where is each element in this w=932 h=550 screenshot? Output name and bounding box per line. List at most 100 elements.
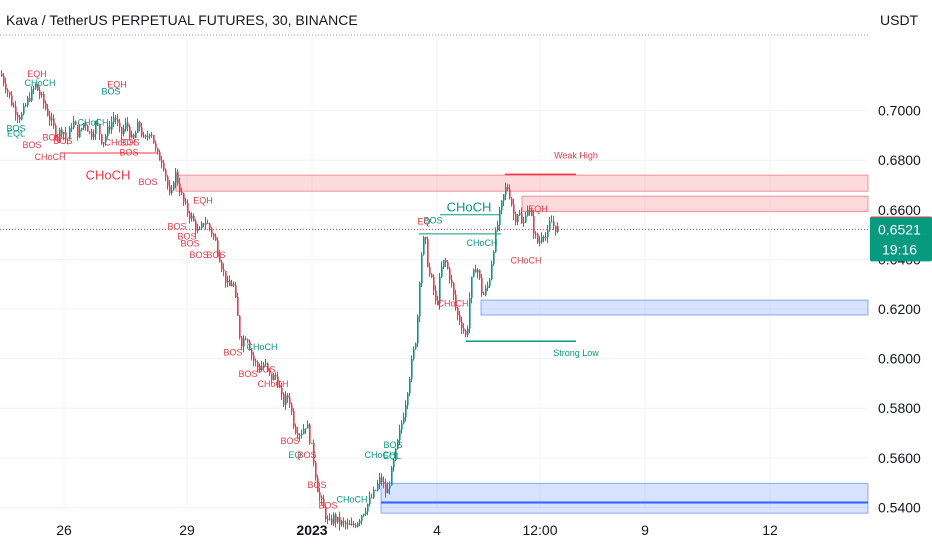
level-annotation: Strong Low (553, 348, 599, 358)
candle-body (253, 355, 255, 361)
candle-body (211, 228, 213, 235)
candle-body (415, 343, 417, 349)
candle-body (121, 127, 123, 134)
candle-body (451, 279, 453, 283)
candle-body (393, 459, 395, 468)
candle-body (499, 209, 501, 225)
candle-body (537, 233, 539, 243)
candle-body (341, 520, 343, 525)
candle-body (315, 462, 317, 478)
structure-labels: EQHCHoCHBOSEQLBOSBOSBOSCHoCHEQHBOSCHoCHC… (6, 69, 547, 511)
candle-body (491, 264, 493, 280)
candle-body (5, 83, 7, 91)
structure-label: BOS (307, 480, 326, 490)
candle-body (353, 523, 355, 526)
candle-body (327, 519, 329, 521)
price-tick-label: 0.6200 (878, 301, 921, 317)
candle-body (239, 315, 241, 338)
candle-body (185, 201, 187, 203)
candle-body (27, 98, 29, 106)
candle-body (337, 516, 339, 522)
candle-body (279, 385, 281, 388)
candle-body (473, 269, 475, 277)
candle-body (375, 490, 377, 492)
structure-label: BOS (177, 232, 196, 242)
structure-label: BOS (120, 137, 139, 147)
candle-body (237, 297, 239, 316)
candle-body (471, 276, 473, 299)
candle-body (531, 209, 533, 217)
candle-body (183, 193, 185, 202)
candle-body (477, 270, 479, 273)
price-tick-label: 0.5400 (878, 499, 921, 515)
candle-body (269, 368, 271, 374)
candle-body (99, 124, 101, 135)
structure-label: BOS (138, 177, 157, 187)
candle-body (11, 95, 13, 106)
candle-body (101, 134, 103, 144)
candle-body (323, 499, 325, 508)
candle-body (247, 339, 249, 342)
time-tick-label: 12 (762, 522, 778, 538)
candle-body (493, 251, 495, 265)
candle-body (487, 285, 489, 288)
candle-body (403, 417, 405, 424)
candle-body (479, 270, 481, 278)
candle-body (175, 171, 177, 183)
candle-body (291, 404, 293, 412)
candle-body (159, 152, 161, 161)
candle-body (219, 253, 221, 262)
candle-body (319, 492, 321, 498)
candle-body (503, 194, 505, 201)
candle-body (229, 280, 231, 287)
candle-body (547, 230, 549, 238)
candle-body (95, 122, 97, 135)
price-tick-label: 0.6000 (878, 351, 921, 367)
candle-body (527, 209, 529, 216)
candle-body (429, 266, 431, 275)
candle-body (553, 221, 555, 226)
candle-body (505, 186, 507, 195)
candle-body (201, 223, 203, 229)
candle-body (515, 214, 517, 223)
zone (380, 482, 869, 514)
candle-body (267, 363, 269, 369)
candle-body (533, 216, 535, 234)
price-axis[interactable]: 0.70000.68000.66000.64000.62000.60000.58… (878, 103, 921, 516)
candle-body (145, 135, 147, 138)
candle-body (475, 269, 477, 273)
candle-body (445, 260, 447, 262)
candle-body (31, 89, 33, 101)
candle-body (371, 497, 373, 499)
candle-body (377, 483, 379, 491)
structure-label-large: CHoCH (86, 167, 131, 182)
candle-body (485, 287, 487, 295)
structure-label: CHoCH (24, 78, 55, 88)
candle-body (293, 411, 295, 427)
candle-body (379, 477, 381, 484)
candle-body (331, 518, 333, 524)
candle-body (49, 115, 51, 121)
candle-body (103, 142, 105, 144)
candle-body (497, 224, 499, 231)
chart-title: Kava / TetherUS PERPETUAL FUTURES, 30, B… (6, 12, 358, 28)
time-axis[interactable]: 26 29 2023 4 12:00 9 12 (56, 522, 778, 538)
candle-body (467, 328, 469, 335)
candle-body (297, 432, 299, 436)
structure-label-large: CHoCH (447, 200, 492, 215)
candle-body (357, 523, 359, 527)
candle-body (131, 134, 133, 138)
candle-body (29, 98, 31, 101)
candle-body (249, 341, 251, 351)
candle-body (129, 126, 131, 138)
candle-body (295, 426, 297, 433)
candle-body (241, 337, 243, 347)
candle-body (299, 434, 301, 436)
candle-body (303, 429, 305, 434)
candle-body (111, 121, 113, 130)
candle-body (325, 507, 327, 520)
candle-body (557, 226, 559, 232)
candle-body (413, 348, 415, 359)
price-tag-green-label: 0.6521 (878, 221, 921, 237)
